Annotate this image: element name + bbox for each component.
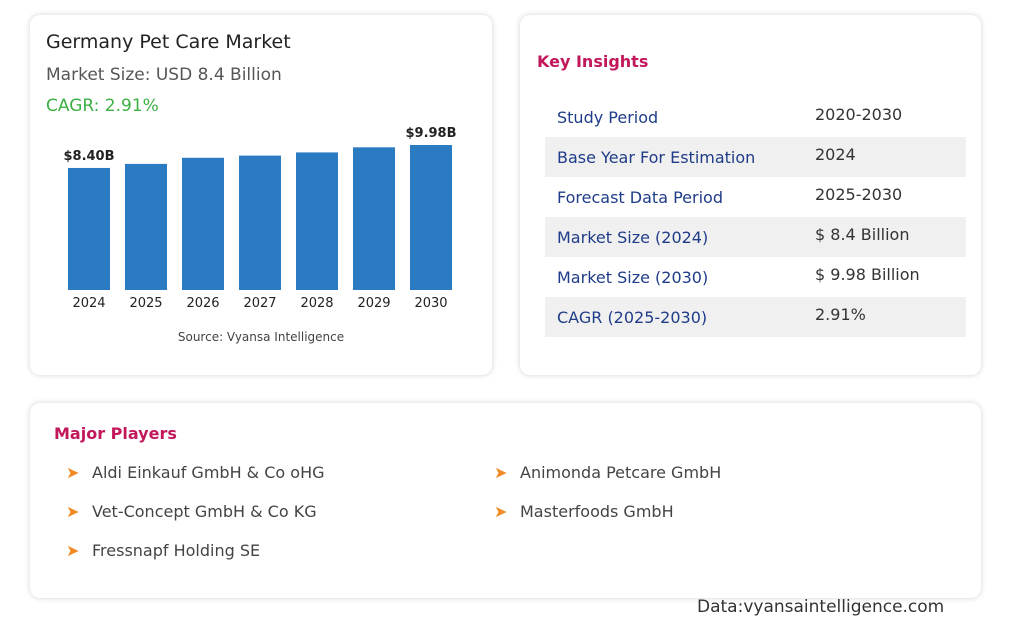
x-tick-label: 2026 [186,296,219,311]
insight-value: 2020-2030 [815,104,903,124]
chart-title: Germany Pet Care Market [46,31,291,53]
insight-value: 2025-2030 [815,184,903,204]
players-title: Major Players [54,424,177,443]
bar [353,147,395,290]
chart-subtitle: Market Size: USD 8.4 Billion [46,65,282,85]
x-tick-label: 2025 [129,296,162,311]
player: Animonda Petcare GmbH [494,463,922,482]
source: Source: Vyansa Intelligence [178,330,344,344]
chart: 2024 $8.40B 2025 2026 2027 2028 2029 2030 $9.98B… [63,126,456,344]
insight-row: Forecast Data Period 2025-2030 [545,177,966,217]
x-tick-label: 2029 [357,296,390,311]
value-label: $9.98B [405,126,456,141]
insight-label: Market Size (2024) [557,227,709,247]
x-tick-label: 2027 [243,296,276,311]
insight-label: Base Year For Estimation [557,147,756,167]
players-list: Aldi Einkauf GmbH & Co oHGAnimonda Petca… [66,463,946,560]
cagr: CAGR: 2.91% [46,96,159,116]
bar [410,145,452,290]
insight-row: Market Size (2024) $ 8.4 Billion [545,217,966,257]
player: Aldi Einkauf GmbH & Co oHG [66,463,494,482]
player: Masterfoods GmbH [494,502,922,521]
bar [239,155,281,290]
player: Vet-Concept GmbH & Co KG [66,502,494,521]
insights-table: Study Period 2020-2030 Base Year For Estim… [545,97,966,337]
insights-card: Key Insights Study Period 2020-2030 Base Y… [520,15,981,375]
x-tick-label: 2028 [300,296,333,311]
insight-label: Study Period [557,107,659,127]
insight-value: 2.91% [815,304,866,324]
insight-row: Base Year For Estimation 2024 [545,137,966,177]
bar [182,157,224,290]
insight-row: Market Size (2030) $ 9.98 Billion [545,257,966,297]
bar [296,152,338,290]
insight-row: Study Period 2020-2030 [545,97,966,137]
bar [68,167,110,290]
insight-value: 2024 [815,144,856,164]
insights-title: Key Insights [537,52,649,71]
chart-card: Germany Pet Care Market Market Size: USD… [30,15,492,375]
insight-value: $ 8.4 Billion [815,224,910,244]
x-tick-label: 2024 [72,296,105,311]
player: Fressnapf Holding SE [66,541,494,560]
insight-label: Market Size (2030) [557,267,709,287]
insight-row: CAGR (2025-2030) 2.91% [545,297,966,337]
x-tick-label: 2030 [414,296,447,311]
players-card: Major Players Aldi Einkauf GmbH & Co oHG… [30,403,981,598]
insight-label: CAGR (2025-2030) [557,307,708,327]
insight-label: Forecast Data Period [557,187,723,207]
value-label: $8.40B [63,149,114,164]
bar [125,163,167,290]
footer: Data:vyansaintelligence.com [697,597,945,617]
insight-value: $ 9.98 Billion [815,264,920,284]
